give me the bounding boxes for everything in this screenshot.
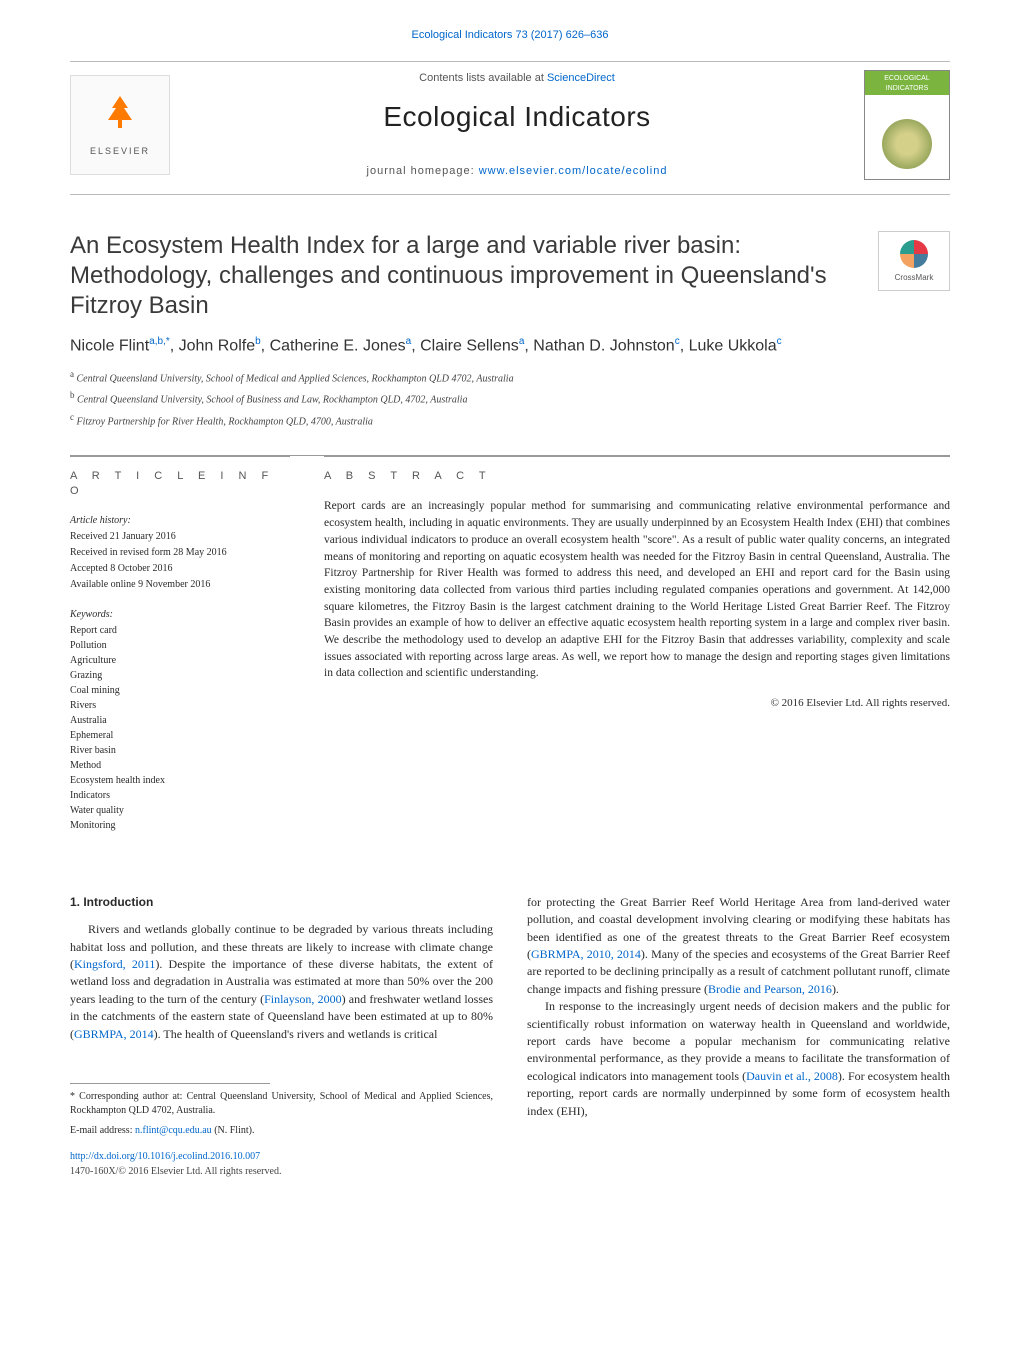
author-list: Nicole Flinta,b,*, John Rolfeb, Catherin… (70, 335, 950, 358)
keyword: Rivers (70, 699, 290, 713)
journal-banner: ELSEVIER Contents lists available at Sci… (70, 61, 950, 195)
keyword: Coal mining (70, 684, 290, 698)
article-info-label: A R T I C L E I N F O (70, 456, 290, 500)
issn-line: 1470-160X/© 2016 Elsevier Ltd. All right… (70, 1165, 493, 1180)
footnote-separator (70, 1083, 270, 1084)
homepage-link[interactable]: www.elsevier.com/locate/ecolind (479, 165, 668, 177)
contents-line: Contents lists available at ScienceDirec… (190, 71, 844, 86)
keywords-list: Report cardPollutionAgricultureGrazingCo… (70, 624, 290, 833)
crossmark-badge[interactable]: CrossMark (878, 231, 950, 291)
online-date: Available online 9 November 2016 (70, 578, 290, 592)
doi-link[interactable]: http://dx.doi.org/10.1016/j.ecolind.2016… (70, 1150, 493, 1165)
email-note: E-mail address: n.flint@cqu.edu.au (N. F… (70, 1124, 493, 1138)
abstract-copyright: © 2016 Elsevier Ltd. All rights reserved… (324, 696, 950, 711)
citation-link[interactable]: GBRMPA, 2010, 2014 (531, 947, 641, 961)
tree-icon (102, 94, 138, 141)
citation-link[interactable]: GBRMPA, 2014 (74, 1027, 154, 1041)
paragraph: In response to the increasingly urgent n… (527, 998, 950, 1120)
homepage-prefix: journal homepage: (367, 165, 479, 177)
keyword: Report card (70, 624, 290, 638)
publisher-name: ELSEVIER (90, 145, 150, 158)
keyword: Monitoring (70, 819, 290, 833)
body-columns: 1. Introduction Rivers and wetlands glob… (70, 894, 950, 1179)
crossmark-icon (900, 240, 928, 268)
keyword: Method (70, 759, 290, 773)
abstract-text: Report cards are an increasingly popular… (324, 498, 950, 681)
article-title: An Ecosystem Health Index for a large an… (70, 231, 860, 321)
section-heading-1: 1. Introduction (70, 894, 493, 911)
affiliations: a Central Queensland University, School … (70, 368, 950, 429)
citation-link[interactable]: Dauvin et al., 2008 (746, 1069, 838, 1083)
crossmark-label: CrossMark (895, 272, 934, 283)
article-info-column: A R T I C L E I N F O Article history: R… (70, 456, 290, 834)
keyword: Pollution (70, 639, 290, 653)
abstract-column: A B S T R A C T Report cards are an incr… (324, 456, 950, 834)
received-date: Received 21 January 2016 (70, 530, 290, 544)
keyword: Ecosystem health index (70, 774, 290, 788)
keyword: Water quality (70, 804, 290, 818)
affiliation-a: a Central Queensland University, School … (70, 368, 950, 386)
sciencedirect-link[interactable]: ScienceDirect (547, 72, 615, 84)
email-link[interactable]: n.flint@cqu.edu.au (135, 1125, 212, 1136)
accepted-date: Accepted 8 October 2016 (70, 562, 290, 576)
citation-link[interactable]: Kingsford, 2011 (74, 957, 155, 971)
contents-prefix: Contents lists available at (419, 72, 547, 84)
corresponding-author-note: * Corresponding author at: Central Queen… (70, 1090, 493, 1118)
keyword: Ephemeral (70, 729, 290, 743)
history-label: Article history: (70, 514, 290, 528)
abstract-label: A B S T R A C T (324, 456, 950, 484)
paragraph: Rivers and wetlands globally continue to… (70, 921, 493, 1043)
journal-cover-thumbnail[interactable]: ECOLOGICAL INDICATORS (864, 70, 950, 180)
citation-link[interactable]: Finlayson, 2000 (264, 992, 342, 1006)
homepage-line: journal homepage: www.elsevier.com/locat… (190, 164, 844, 179)
citation-link[interactable]: Brodie and Pearson, 2016 (708, 982, 832, 996)
revised-date: Received in revised form 28 May 2016 (70, 546, 290, 560)
body-col-left: 1. Introduction Rivers and wetlands glob… (70, 894, 493, 1179)
keywords-label: Keywords: (70, 608, 290, 622)
affiliation-b: b Central Queensland University, School … (70, 389, 950, 407)
affiliation-c: c Fitzroy Partnership for River Health, … (70, 411, 950, 429)
keyword: Indicators (70, 789, 290, 803)
keyword: Grazing (70, 669, 290, 683)
keyword: River basin (70, 744, 290, 758)
banner-center: Contents lists available at ScienceDirec… (190, 71, 844, 179)
keyword: Agriculture (70, 654, 290, 668)
cover-label: ECOLOGICAL INDICATORS (884, 75, 930, 92)
publisher-logo[interactable]: ELSEVIER (70, 75, 170, 175)
paragraph: for protecting the Great Barrier Reef Wo… (527, 894, 950, 998)
body-col-right: for protecting the Great Barrier Reef Wo… (527, 894, 950, 1179)
journal-reference: Ecological Indicators 73 (2017) 626–636 (70, 28, 950, 43)
journal-title: Ecological Indicators (190, 97, 844, 136)
keyword: Australia (70, 714, 290, 728)
